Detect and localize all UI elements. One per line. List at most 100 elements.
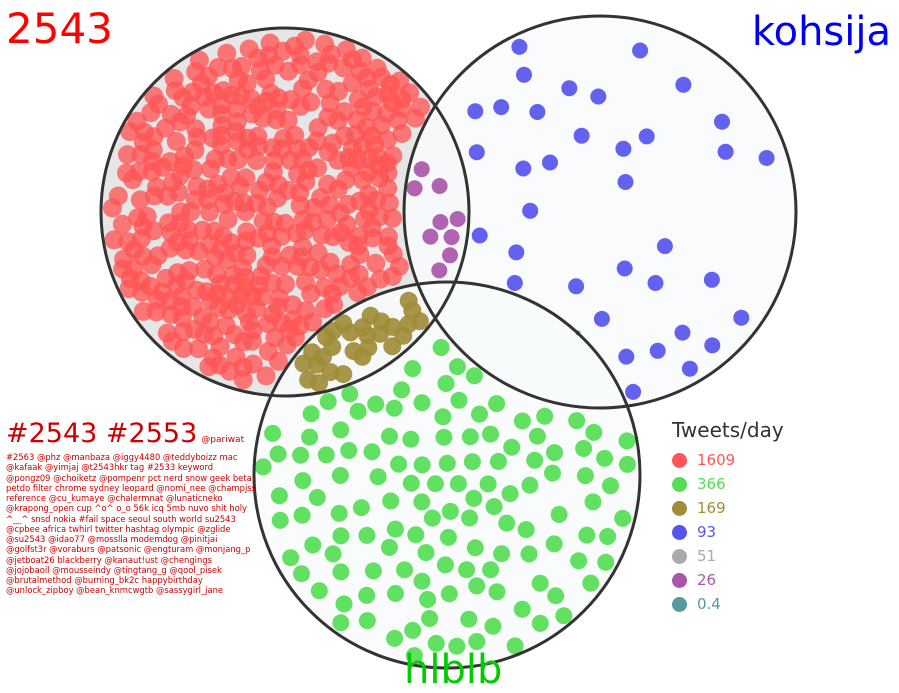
dot-b_only [590,88,607,105]
dot-a_only [268,297,288,317]
dot-a_only [247,298,266,318]
dot-a_b [449,211,466,227]
dot-c_only [550,506,568,523]
dot-a_only [267,100,287,120]
dot-c_only [310,582,328,600]
dot-c_only [270,487,288,505]
dot-c_only [413,493,431,511]
dot-c_only [282,549,300,567]
dot-c_only [513,600,531,618]
keyword-heading: #2543 #2553 [6,418,198,449]
dot-c_only [482,561,500,579]
dot-c_only [520,545,538,563]
dot-c_only [506,637,524,655]
legend-item: 1609 [672,448,822,472]
keyword-panel: #2543 #2553 @pariwat #2563 @phz @manbaza … [6,420,256,596]
dot-c_only [264,424,282,442]
dot-a_only [227,99,247,119]
dot-c_only [349,402,367,420]
dot-b_only [467,103,484,120]
dot-b_only [703,271,720,288]
set-label-kohsija: kohsija [751,9,891,55]
dot-c_only [432,339,450,356]
dot-a_only [103,198,122,218]
dot-a_only [172,297,191,317]
legend-title: Tweets/day [672,418,784,442]
dot-b_only [704,337,721,354]
dot-a_only [370,269,390,289]
dot-c_only [404,360,422,378]
dot-b_only [506,275,523,291]
dot-c_only [575,440,593,457]
dot-a_only [318,53,338,73]
dot-a_c [299,370,318,389]
dot-c_only [544,464,561,482]
dot-a_only [308,118,328,138]
dot-b_only [573,127,590,144]
dot-c_only [441,502,459,520]
dot-c_only [301,428,319,446]
dot-a_only [277,335,297,355]
dot-a_only [315,34,335,54]
dot-c_only [380,538,398,556]
dot-a_only [370,207,389,227]
dot-a_only [301,284,321,304]
legend: Tweets/day 1609 366 169 93 51 26 0.4 [672,418,822,616]
dot-c_only [302,405,320,423]
dot-a_only [317,209,337,229]
dot-a_only [142,151,162,171]
legend-items: 1609 366 169 93 51 26 0.4 [672,448,822,616]
dot-c_only [585,423,603,441]
dot-a_only [324,295,344,314]
dot-c_only [332,421,350,439]
dot-c_only [547,587,565,605]
dot-c_only [404,621,422,639]
dot-c_only [386,629,404,647]
dot-a_only [201,290,221,310]
dot-a_only [174,146,194,166]
dot-c_only [405,647,423,665]
dot-c_only [482,425,499,443]
dot-c_only [440,585,458,603]
dot-a_b [406,180,423,197]
dot-a_only [320,93,340,113]
dot-a_only [133,132,153,152]
dot-a_only [303,312,323,332]
keyword-list: #2563 @phz @manbaza @iggy4480 @teddyboiz… [6,452,257,596]
dot-a_only [233,357,253,377]
dot-a_only [156,118,175,138]
dot-b_only [616,260,633,277]
dot-b_only [522,202,539,219]
dot-a_b [422,228,439,245]
dot-a_b [431,178,448,194]
dot-a_only [262,236,282,256]
dot-c_only [450,391,468,409]
dot-a_only [188,339,208,359]
dot-a_only [311,188,331,208]
dot-b_only [674,324,691,341]
dot-a_c [323,337,342,356]
dot-b_only [542,154,558,171]
dot-a_c [294,354,313,373]
dot-a_only [273,41,293,61]
dot-a_only [263,138,282,158]
dot-c_only [269,445,287,463]
dot-a_only [193,307,213,327]
dot-a_only [288,139,308,159]
dot-a_only [178,220,198,240]
dot-a_only [181,96,201,116]
dot-a_only [331,222,351,242]
dot-a_only [353,97,373,117]
dot-a_b [432,214,449,230]
dot-c_only [461,428,479,446]
set-label-hlblb: hlblb [404,647,503,693]
dot-c_only [461,509,479,527]
dot-a_only [208,58,228,78]
dot-c_only [332,527,350,545]
dot-a_only [366,253,386,273]
dot-a_only [208,174,228,194]
dot-a_c [341,323,360,342]
dot-a_only [166,275,186,295]
dot-a_b [442,247,458,264]
dot-a_only [132,282,152,302]
